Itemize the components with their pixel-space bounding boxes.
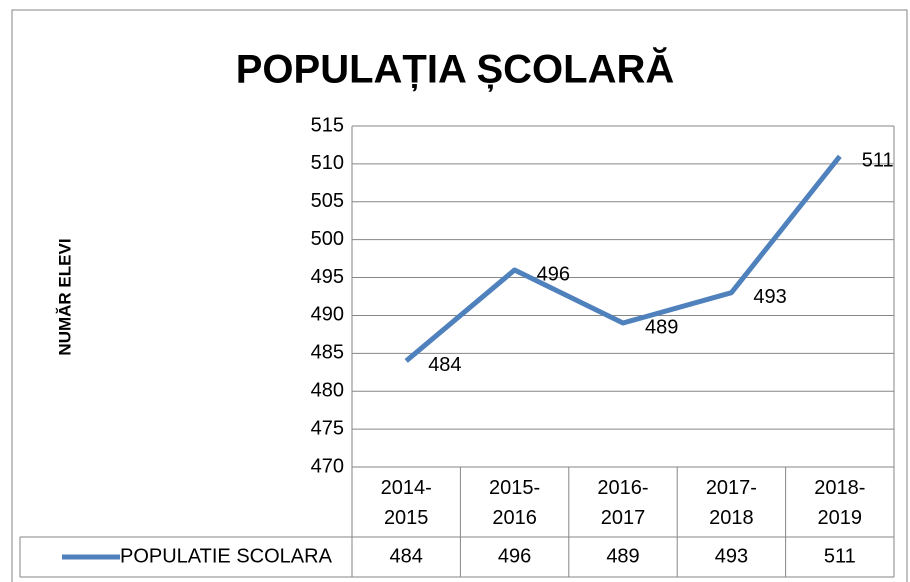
data-label: 493 [753, 286, 786, 308]
y-tick-label: 500 [311, 228, 344, 250]
x-tick-label: 2014-2015 [381, 477, 432, 529]
table-value: 511 [824, 545, 856, 567]
table-value: 493 [715, 545, 748, 567]
y-tick-label: 495 [311, 266, 344, 288]
y-axis-label: NUMĂR ELEVI [55, 238, 74, 355]
y-tick-label: 505 [311, 190, 344, 212]
data-label: 484 [428, 354, 461, 376]
y-tick-label: 475 [311, 417, 344, 439]
y-tick-label: 485 [311, 342, 344, 364]
x-tick-label: 2015-2016 [489, 477, 540, 529]
data-label: 511 [862, 150, 894, 172]
data-label: 489 [645, 316, 678, 338]
y-tick-label: 490 [311, 304, 344, 326]
x-tick-label: 2017-2018 [706, 477, 757, 529]
chart-border [11, 9, 908, 582]
table-value: 484 [390, 545, 423, 567]
data-label: 496 [537, 263, 570, 285]
legend-label: POPULATIE SCOLARA [120, 545, 333, 567]
y-tick-label: 510 [311, 152, 344, 174]
table-value: 496 [498, 545, 531, 567]
x-tick-label: 2018-2019 [814, 477, 865, 529]
table-value: 489 [606, 545, 639, 567]
series-line [404, 154, 842, 363]
y-tick-label: 515 [311, 114, 344, 136]
y-tick-label: 470 [311, 455, 344, 477]
chart-title: POPULAȚIA ȘCOLARĂ [236, 47, 675, 92]
x-tick-label: 2016-2017 [597, 477, 648, 529]
y-tick-label: 480 [311, 380, 344, 402]
